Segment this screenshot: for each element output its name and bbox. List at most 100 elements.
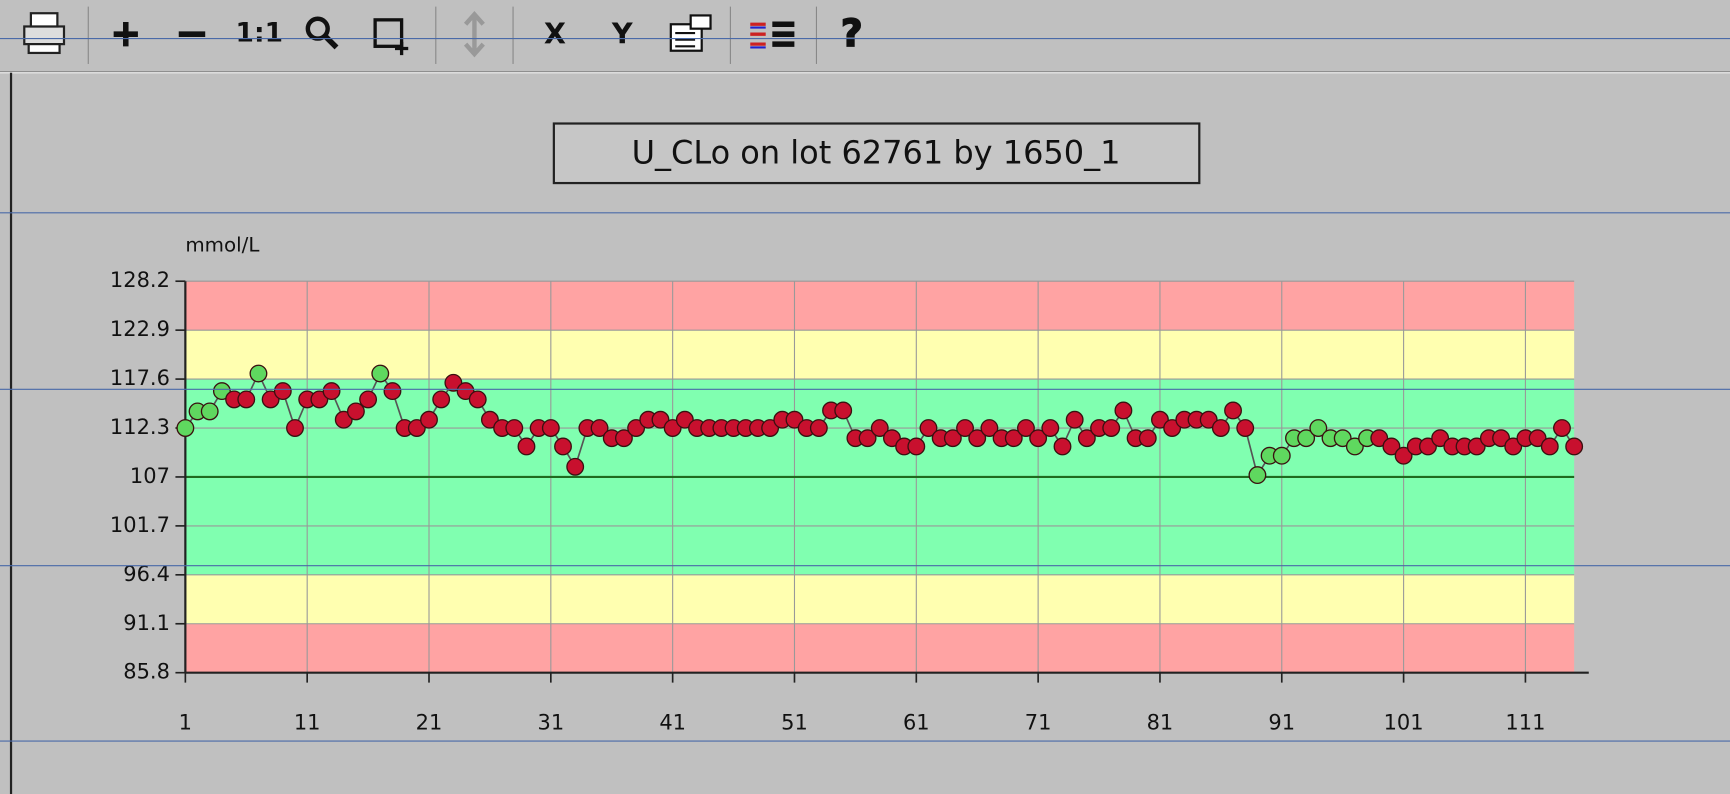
- data-point: [566, 457, 585, 476]
- data-point: [310, 390, 329, 409]
- data-point: [1394, 446, 1413, 465]
- x-tick-label: 81: [1147, 710, 1174, 734]
- data-point: [468, 390, 487, 409]
- toolbar: 1:1 X Y ?: [0, 6, 1730, 74]
- zoom-reset-button[interactable]: 1:1: [236, 18, 283, 49]
- data-point: [249, 364, 268, 383]
- y-tick-label: 107: [130, 464, 170, 488]
- data-point: [1431, 429, 1450, 448]
- data-point: [968, 429, 987, 448]
- data-point: [1065, 410, 1084, 429]
- data-point: [456, 382, 475, 401]
- data-point: [334, 410, 353, 429]
- zoom-box-button[interactable]: [373, 18, 409, 56]
- data-point: [1151, 410, 1169, 429]
- data-point: [1540, 437, 1559, 456]
- control-band: [185, 330, 1575, 380]
- data-point: [1382, 437, 1401, 456]
- data-point: [261, 390, 280, 409]
- data-point: [517, 437, 536, 456]
- y-tick-label: 91.1: [123, 611, 170, 635]
- help-button[interactable]: ?: [840, 10, 863, 56]
- data-point: [1565, 437, 1584, 456]
- data-point: [1248, 466, 1267, 485]
- data-point: [1211, 419, 1230, 437]
- data-point: [420, 410, 438, 429]
- data-point: [1077, 429, 1096, 448]
- x-tick-label: 31: [537, 710, 564, 734]
- x-tick-label: 91: [1268, 710, 1295, 734]
- data-point: [286, 419, 304, 437]
- y-button[interactable]: Y: [611, 16, 634, 50]
- data-point: [346, 402, 365, 421]
- data-point: [1224, 401, 1242, 420]
- y-tick-label: 117.6: [110, 366, 170, 390]
- data-point: [1102, 419, 1121, 437]
- data-point: [505, 419, 524, 437]
- x-button[interactable]: X: [544, 16, 566, 50]
- data-point: [919, 419, 938, 437]
- zoom-in-button[interactable]: [113, 22, 138, 47]
- data-point: [1236, 419, 1255, 437]
- y-tick-label: 122.9: [110, 317, 170, 341]
- x-tick-label: 41: [659, 710, 686, 734]
- data-point: [1297, 429, 1316, 448]
- data-point: [359, 390, 378, 409]
- data-point: [1004, 429, 1023, 448]
- data-point: [883, 429, 901, 448]
- data-point: [1345, 437, 1364, 456]
- data-point: [1199, 410, 1218, 429]
- x-tick-label: 111: [1505, 710, 1545, 734]
- data-point: [590, 419, 609, 437]
- data-point: [1272, 446, 1291, 465]
- y-tick-label: 101.7: [110, 513, 170, 537]
- data-point: [1370, 429, 1389, 448]
- data-point: [980, 419, 999, 437]
- data-point: [785, 410, 804, 429]
- x-tick-label: 61: [903, 710, 930, 734]
- control-band: [185, 574, 1575, 624]
- data-point: [1309, 419, 1328, 437]
- x-tick-label: 1: [179, 710, 192, 734]
- data-point: [1053, 437, 1072, 456]
- data-point: [627, 419, 646, 437]
- data-point: [1138, 429, 1157, 448]
- data-point: [1114, 401, 1133, 420]
- data-point: [407, 419, 426, 437]
- data-point: [1017, 419, 1035, 437]
- properties-button[interactable]: [669, 14, 712, 52]
- x-tick-label: 11: [294, 710, 321, 734]
- data-point: [212, 382, 231, 401]
- scroll-button[interactable]: [463, 11, 485, 58]
- data-point: [444, 373, 463, 392]
- data-point: [1553, 419, 1571, 437]
- data-point: [554, 437, 572, 456]
- data-point: [1528, 429, 1547, 448]
- scan-lines: [0, 38, 1730, 742]
- data-point: [858, 429, 877, 448]
- data-point: [200, 402, 219, 421]
- data-point: [834, 401, 853, 420]
- data-point: [943, 429, 962, 448]
- data-point: [1041, 419, 1060, 437]
- data-point: [432, 390, 451, 409]
- y-tick-label: 85.8: [123, 660, 170, 684]
- data-point: [1333, 429, 1352, 448]
- data-point: [480, 410, 499, 429]
- legend-button[interactable]: [750, 21, 795, 49]
- data-point: [322, 382, 341, 401]
- data-point: [176, 419, 195, 437]
- y-tick-label: 128.2: [110, 268, 170, 292]
- data-point: [383, 382, 402, 401]
- data-point: [541, 419, 560, 437]
- data-point: [907, 437, 926, 456]
- data-point: [663, 419, 682, 437]
- data-point: [1492, 429, 1510, 448]
- data-point: [870, 419, 889, 437]
- title-box: [552, 122, 1201, 185]
- chart-title: U_CLo on lot 62761 by 1650_1: [632, 133, 1121, 171]
- data-point: [237, 390, 256, 409]
- data-point: [651, 410, 670, 429]
- x-tick-label: 21: [416, 710, 443, 734]
- print-button[interactable]: [23, 12, 66, 55]
